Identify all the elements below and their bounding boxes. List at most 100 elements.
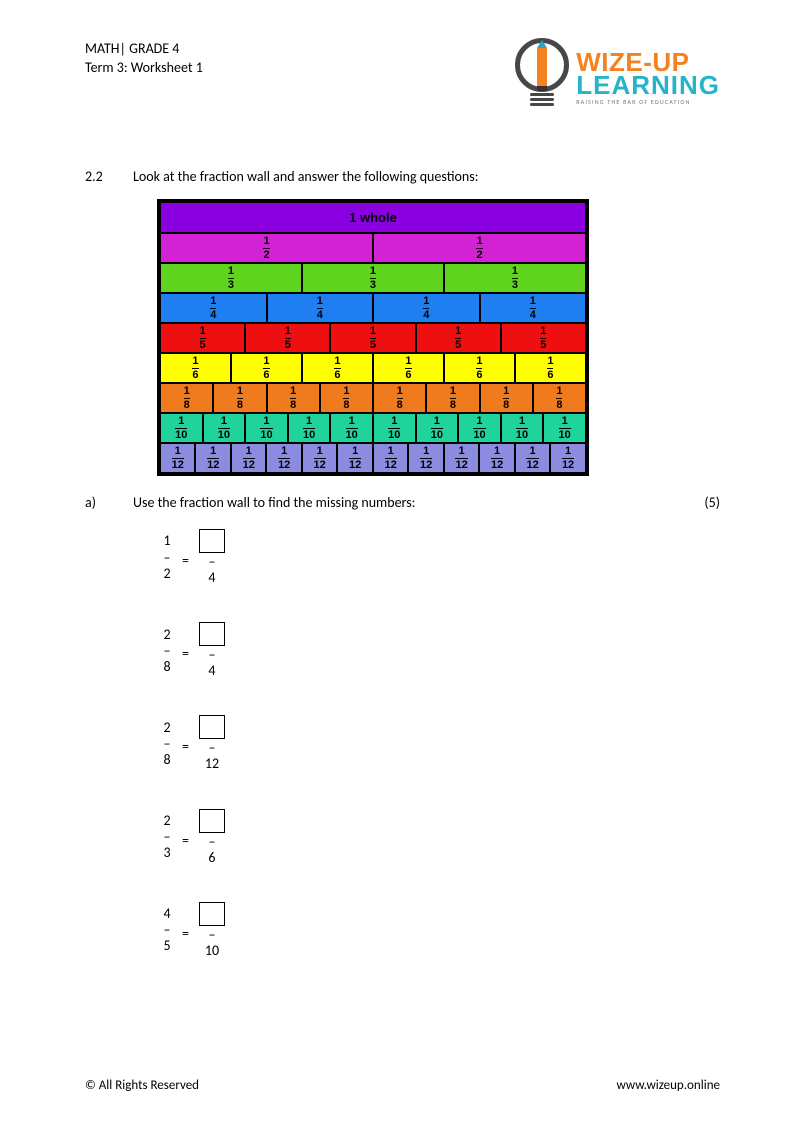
fraction-wall-row: 1212 (160, 233, 586, 263)
term-line: Term 3: Worksheet 1 (85, 59, 203, 78)
fraction-cell: 18 (320, 383, 373, 413)
fraction-cell: 110 (458, 413, 501, 443)
subject-line: MATH| GRADE 4 (85, 40, 203, 59)
fraction-cell: 110 (543, 413, 586, 443)
fraction-cell: 18 (213, 383, 266, 413)
fraction-cell: 13 (160, 263, 302, 293)
fraction-cell: 112 (195, 443, 230, 473)
page-header: MATH| GRADE 4 Term 3: Worksheet 1 WIZE-U… (85, 38, 720, 118)
fraction-cell: 112 (302, 443, 337, 473)
logo-tagline: RAISING THE BAR OF EDUCATION (576, 100, 720, 105)
fraction-cell: 112 (266, 443, 301, 473)
header-title-block: MATH| GRADE 4 Term 3: Worksheet 1 (85, 38, 203, 78)
fraction-cell: 110 (373, 413, 416, 443)
problems-list: 1–2 = –4 2–8 = –4 2–8 = –12 2–3 = –6 4–5 = –10 (160, 529, 720, 959)
fraction-cell: 112 (479, 443, 514, 473)
left-fraction: 1–2 (160, 533, 174, 581)
sub-question-marks: (5) (690, 494, 720, 511)
fraction-cell: 110 (501, 413, 544, 443)
fraction-cell: 18 (267, 383, 320, 413)
question-number: 2.2 (85, 168, 113, 185)
fraction-cell: 110 (245, 413, 288, 443)
left-fraction: 2–8 (160, 720, 174, 768)
fraction-cell: 14 (267, 293, 374, 323)
fraction-cell: 12 (373, 233, 586, 263)
fraction-cell: 110 (160, 413, 203, 443)
right-fraction: –12 (199, 715, 225, 772)
fraction-cell: 112 (444, 443, 479, 473)
brand-logo: WIZE-UP LEARNING RAISING THE BAR OF EDUC… (515, 38, 720, 118)
fraction-wall-row: 1 whole (160, 202, 586, 233)
fraction-cell: 14 (373, 293, 480, 323)
right-fraction: –6 (199, 809, 225, 866)
fraction-cell: 110 (330, 413, 373, 443)
fraction-cell: 12 (160, 233, 373, 263)
fraction-cell: 18 (160, 383, 213, 413)
fraction-cell: 112 (160, 443, 195, 473)
sub-question-text: Use the fraction wall to find the missin… (133, 494, 670, 511)
equals-sign: = (182, 925, 189, 942)
copyright-text: © All Rights Reserved (85, 1078, 199, 1093)
fraction-equation: 4–5 = –10 (160, 902, 720, 959)
fraction-wall-row: 14141414 (160, 293, 586, 323)
left-fraction: 2–3 (160, 813, 174, 861)
fraction-cell: 15 (330, 323, 415, 353)
fraction-cell: 18 (373, 383, 426, 413)
sub-question-letter: a) (85, 494, 113, 511)
equals-sign: = (182, 552, 189, 569)
question-text: Look at the fraction wall and answer the… (133, 168, 720, 185)
fraction-cell: 112 (231, 443, 266, 473)
fraction-cell: 14 (480, 293, 587, 323)
answer-box[interactable] (199, 622, 225, 646)
fraction-wall-row: 1818181818181818 (160, 383, 586, 413)
fraction-cell: 18 (533, 383, 586, 413)
equals-sign: = (182, 832, 189, 849)
answer-box[interactable] (199, 529, 225, 553)
fraction-cell: 13 (444, 263, 586, 293)
logo-text-bottom: LEARNING (576, 74, 720, 97)
website-url: www.wizeup.online (617, 1078, 720, 1093)
fraction-cell: 18 (480, 383, 533, 413)
answer-box[interactable] (199, 902, 225, 926)
equals-sign: = (182, 645, 189, 662)
right-fraction: –4 (199, 622, 225, 679)
fraction-cell: 18 (426, 383, 479, 413)
equals-sign: = (182, 738, 189, 755)
fraction-cell: 16 (444, 353, 515, 383)
fraction-equation: 1–2 = –4 (160, 529, 720, 586)
fraction-equation: 2–3 = –6 (160, 809, 720, 866)
page-footer: © All Rights Reserved www.wizeup.online (85, 1078, 720, 1093)
sub-question-row: a) Use the fraction wall to find the mis… (85, 494, 720, 511)
lightbulb-icon (515, 38, 570, 118)
question-row: 2.2 Look at the fraction wall and answer… (85, 168, 720, 185)
fraction-wall-row: 112112112112112112112112112112112112 (160, 443, 586, 473)
fraction-cell: 15 (416, 323, 501, 353)
answer-box[interactable] (199, 809, 225, 833)
left-fraction: 2–8 (160, 627, 174, 675)
fraction-wall-row: 161616161616 (160, 353, 586, 383)
right-fraction: –4 (199, 529, 225, 586)
fraction-cell: 112 (550, 443, 585, 473)
fraction-cell: 112 (373, 443, 408, 473)
fraction-cell: 112 (337, 443, 372, 473)
fraction-cell: 14 (160, 293, 267, 323)
right-fraction: –10 (199, 902, 225, 959)
fraction-cell: 15 (501, 323, 586, 353)
fraction-cell: 15 (245, 323, 330, 353)
fraction-wall-row: 1515151515 (160, 323, 586, 353)
fraction-cell: 16 (515, 353, 586, 383)
fraction-cell: 16 (231, 353, 302, 383)
fraction-cell: 110 (203, 413, 246, 443)
fraction-wall-diagram: 1 whole121213131314141414151515151516161… (157, 199, 589, 476)
fraction-cell: 1 whole (160, 202, 586, 233)
answer-box[interactable] (199, 715, 225, 739)
fraction-equation: 2–8 = –4 (160, 622, 720, 679)
fraction-cell: 112 (515, 443, 550, 473)
left-fraction: 4–5 (160, 906, 174, 954)
fraction-cell: 16 (373, 353, 444, 383)
fraction-cell: 110 (416, 413, 459, 443)
fraction-cell: 15 (160, 323, 245, 353)
fraction-cell: 110 (288, 413, 331, 443)
fraction-wall-row: 131313 (160, 263, 586, 293)
fraction-wall-row: 110110110110110110110110110110 (160, 413, 586, 443)
